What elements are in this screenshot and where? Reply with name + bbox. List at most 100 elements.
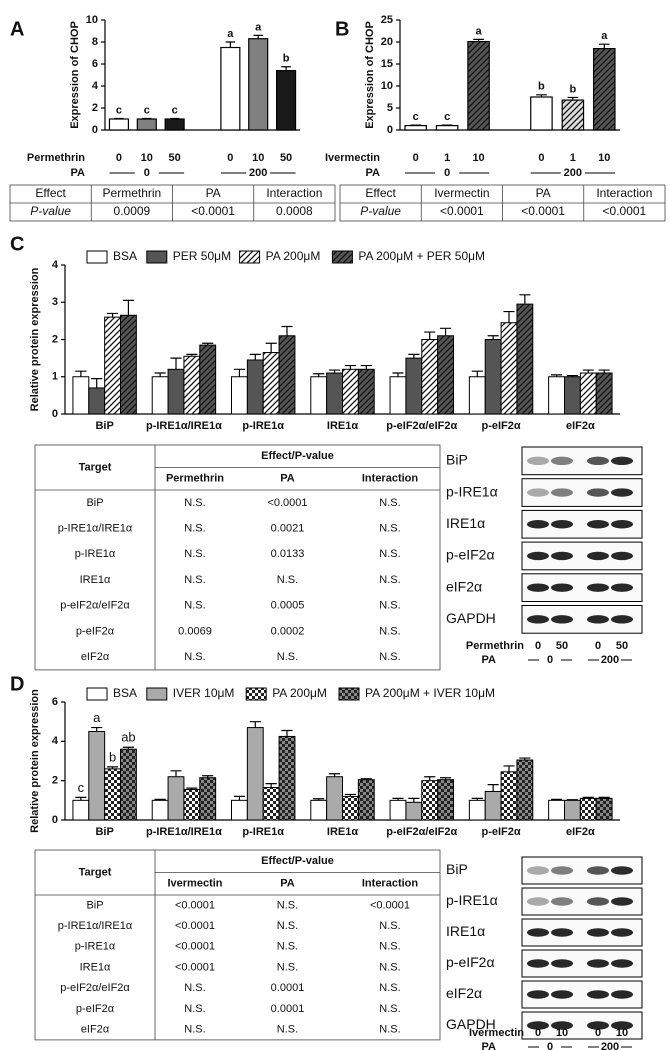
blot-band (527, 456, 549, 466)
table-cell: <0.0001 (521, 204, 565, 218)
x-tick-label: IRE1α (327, 826, 358, 838)
blot-band (587, 583, 609, 592)
error-bar (487, 784, 499, 792)
table-cell: N.S. (379, 1003, 400, 1015)
error-bar (519, 757, 531, 761)
error-bar (225, 41, 236, 48)
blot-band (611, 990, 633, 999)
x-tick-label: p-IRE1α/IRE1α (146, 420, 222, 432)
table-cell: p-IRE1α/IRE1α (58, 920, 133, 932)
blot-band (551, 928, 573, 937)
table-cell: N.S. (379, 1023, 400, 1035)
table-cell: N.S. (277, 1023, 298, 1035)
significance-letter: ab (121, 730, 135, 745)
blot-band (527, 897, 549, 906)
band-label: eIF2α (446, 985, 482, 1001)
error-bar (233, 795, 245, 801)
legend-swatch (86, 687, 108, 701)
error-bar (551, 374, 563, 377)
blot-band (587, 615, 609, 624)
table-header: Effect/P-value (261, 855, 334, 867)
error-bar (566, 799, 578, 801)
error-bar (344, 793, 356, 797)
band-label: GAPDH (446, 610, 496, 626)
band-label: GAPDH (446, 1016, 496, 1032)
table-cell: BiP (86, 899, 103, 911)
error-bar (107, 766, 119, 769)
blot-band (587, 520, 609, 529)
group-axis-label: PA (366, 167, 381, 179)
blot-band (611, 488, 633, 497)
error-bar (75, 796, 87, 801)
blot-band (587, 456, 609, 466)
bar (183, 355, 201, 415)
y-tick-label: 3 (52, 296, 58, 308)
table-cell: N.S. (184, 982, 205, 994)
legend-label: PA 200μM (266, 249, 321, 263)
error-bar (566, 375, 578, 377)
y-tick-label: 10 (381, 80, 393, 92)
bar (357, 368, 375, 415)
bar (220, 46, 241, 131)
bar (484, 790, 502, 821)
table-cell: N.S. (184, 574, 205, 586)
pa-label: PA (482, 654, 497, 666)
bar (579, 797, 597, 821)
error-bar (471, 370, 483, 377)
error-bar (233, 368, 245, 377)
table-subheader: Permethrin (166, 473, 224, 485)
error-bar (142, 117, 152, 120)
treatment-value: 10 (556, 1027, 568, 1039)
bar (405, 357, 423, 415)
table-cell: 0.0133 (271, 548, 305, 560)
table-cell: N.S. (184, 497, 205, 509)
table-cell: <0.0001 (175, 920, 215, 932)
x-tick-label: 0 (227, 152, 233, 164)
bar (183, 789, 201, 821)
bar (167, 776, 185, 821)
panel-label: A (10, 18, 24, 40)
bar (248, 38, 269, 131)
table-cell: N.S. (379, 982, 400, 994)
error-bar (170, 770, 182, 777)
bar (199, 344, 217, 415)
blot-band (527, 990, 549, 999)
error-bar (551, 798, 563, 801)
table-cell: N.S. (184, 1003, 205, 1015)
error-bar (91, 726, 103, 732)
blot-band (527, 1021, 549, 1030)
bar (199, 777, 217, 821)
legend-swatch (331, 250, 353, 264)
error-bar (186, 787, 198, 790)
error-bar (202, 342, 214, 346)
y-tick-label: 0 (92, 124, 98, 136)
blot-band (551, 520, 573, 529)
blot-band (527, 615, 549, 624)
table-cell: 0.0002 (271, 625, 305, 637)
error-bar (598, 43, 610, 49)
table-header: Effect (365, 186, 396, 200)
band-label: p-IRE1α (446, 892, 498, 908)
y-tick-label: 4 (52, 735, 59, 747)
significance-letter: a (476, 25, 483, 37)
blot-band (551, 1021, 573, 1030)
x-tick-label: 10 (472, 152, 484, 164)
legend-label: IVER 10μM (173, 686, 235, 700)
table-subheader: Ivermectin (167, 878, 222, 890)
error-bar (281, 66, 291, 71)
x-tick-label: IRE1α (327, 420, 358, 432)
group-axis-label: PA (71, 167, 86, 179)
table-subheader: PA (280, 473, 295, 485)
table-cell: N.S. (277, 941, 298, 953)
treatment-value: 0 (595, 1027, 601, 1039)
x-tick-label: 1 (444, 152, 450, 164)
blot-band (611, 959, 633, 968)
blot-band (527, 520, 549, 529)
table-cell: p-eIF2α (76, 625, 115, 637)
bar (326, 372, 343, 415)
table-header: Interaction (596, 186, 652, 200)
group-label: 0 (144, 167, 150, 179)
significance-letter: b (283, 53, 290, 65)
bar (579, 372, 597, 415)
bar (262, 787, 280, 821)
